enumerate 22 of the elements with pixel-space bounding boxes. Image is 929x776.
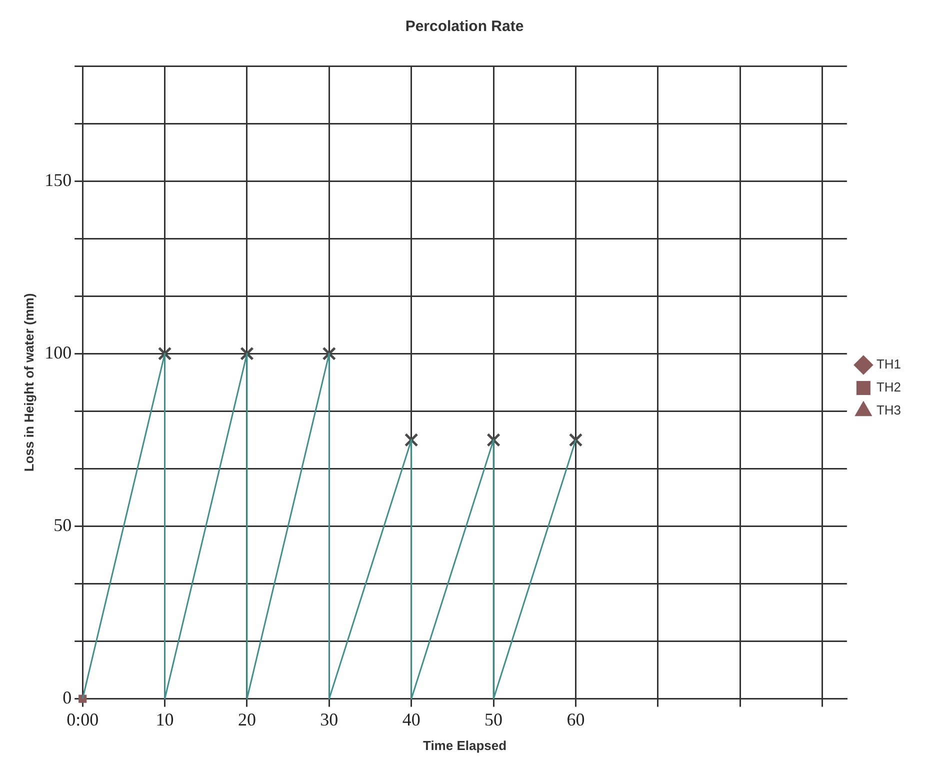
y-tick-label: 50	[54, 514, 72, 535]
x-tick-label: 30	[320, 709, 338, 730]
x-tick-label: 20	[238, 709, 256, 730]
legend-label: TH3	[876, 402, 902, 418]
x-axis-title: Time Elapsed	[422, 738, 507, 753]
y-tick-label: 100	[44, 342, 72, 362]
x-tick-label: 50	[484, 709, 503, 730]
x-tick-label: 40	[402, 709, 420, 730]
y-tick-label: 150	[44, 170, 72, 190]
point	[404, 433, 418, 447]
legend-label: TH2	[876, 380, 902, 395]
x-tick-label: 10	[156, 709, 174, 730]
x-tick-label: 0:00	[66, 709, 99, 730]
point	[322, 346, 336, 361]
y-tick-label: 0	[62, 688, 72, 708]
point	[158, 346, 172, 361]
point	[240, 346, 254, 361]
chart-title: Percolation Rate	[405, 18, 524, 36]
legend-label: TH1	[876, 356, 902, 372]
point	[568, 433, 583, 447]
y-axis-title: Loss in Height of water (mm)	[21, 293, 36, 472]
x-tick-label: 60	[566, 709, 585, 730]
